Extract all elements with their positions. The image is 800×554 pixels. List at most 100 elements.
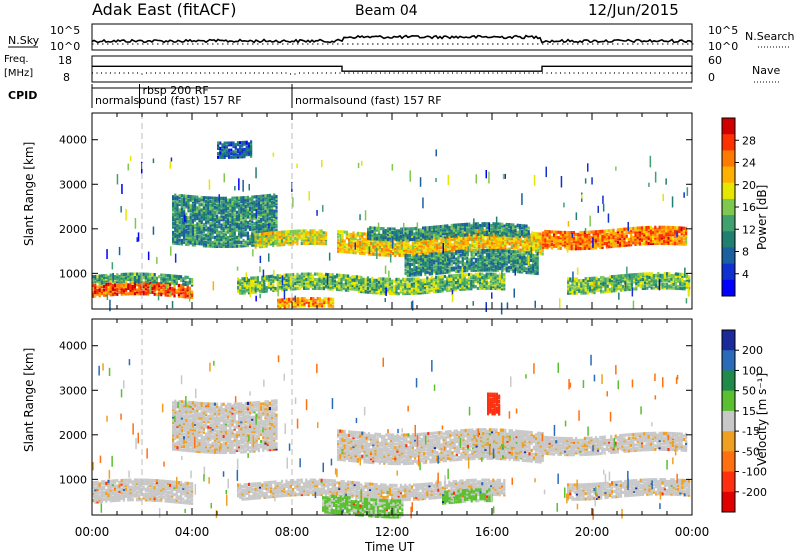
power-cell — [235, 210, 238, 214]
power-cell — [189, 236, 192, 240]
power-cell — [495, 237, 498, 242]
power-cell — [336, 282, 339, 286]
power-cell — [501, 287, 504, 291]
power-cell — [198, 199, 201, 203]
power-cell — [446, 283, 449, 287]
power-cell — [147, 283, 150, 287]
power-cell — [287, 276, 290, 281]
power-cell — [322, 274, 325, 278]
power-cell — [268, 201, 271, 205]
power-cell — [183, 235, 186, 239]
power-cell — [213, 201, 216, 206]
power-cell — [303, 304, 306, 308]
power-cell — [260, 214, 263, 218]
power-cell — [663, 236, 666, 240]
power-cell — [626, 284, 629, 288]
power-cell — [441, 228, 444, 232]
power-cell — [359, 237, 362, 241]
power-cell — [202, 237, 205, 241]
power-cell — [471, 239, 474, 243]
power-cell — [418, 244, 421, 248]
power-cell — [271, 204, 274, 208]
power-cell — [603, 229, 606, 233]
power-cell — [464, 236, 467, 240]
power-cell — [187, 226, 190, 231]
power-cell — [527, 235, 530, 239]
power-cell — [243, 291, 246, 295]
power-cell — [567, 277, 570, 281]
power-cell — [383, 249, 386, 254]
power-cell — [176, 208, 179, 212]
power-cell — [325, 278, 328, 282]
power-cell — [366, 276, 369, 280]
power-cell — [178, 231, 181, 235]
power-cell — [568, 234, 571, 238]
power-cell — [296, 274, 299, 278]
power-cell — [235, 205, 238, 209]
power-cell — [211, 219, 214, 223]
power-cell — [544, 238, 547, 242]
power-cell — [463, 228, 466, 232]
power-cell — [222, 212, 225, 216]
power-cell — [251, 215, 254, 219]
power-cell — [182, 284, 185, 288]
power-cell — [645, 233, 648, 237]
power-cell — [474, 274, 477, 278]
power-cell — [318, 285, 321, 289]
power-cell — [320, 279, 323, 283]
power-cell — [331, 276, 334, 280]
power-cell — [459, 282, 462, 286]
power-cell — [310, 300, 313, 304]
power-cell — [109, 275, 112, 279]
power-cell — [272, 285, 275, 289]
power-cell — [600, 283, 603, 287]
power-cell — [393, 227, 396, 231]
power-cell — [365, 239, 368, 243]
power-cell — [579, 243, 582, 247]
power-cell — [196, 209, 199, 214]
power-cell — [276, 276, 279, 280]
power-cell — [262, 226, 265, 230]
power-cell — [360, 279, 363, 283]
power-cell — [288, 301, 291, 305]
power-cell — [667, 232, 670, 237]
power-cell — [278, 232, 281, 236]
power-cell — [240, 212, 243, 216]
power-cell — [231, 202, 234, 206]
power-cell — [417, 282, 420, 286]
power-cell — [621, 233, 624, 237]
power-cell — [577, 247, 580, 251]
power-cell — [468, 224, 471, 228]
power-cell — [211, 216, 214, 220]
power-cell — [378, 244, 381, 248]
power-cell — [446, 226, 449, 230]
power-cell — [443, 287, 446, 291]
power-cell — [362, 279, 365, 283]
power-cell — [537, 244, 540, 248]
power-cell — [369, 233, 372, 237]
power-cell — [331, 275, 334, 279]
power-cell — [422, 226, 425, 230]
power-cell — [260, 230, 263, 234]
power-cell — [248, 280, 251, 284]
power-cell — [277, 305, 280, 309]
power-cell — [316, 234, 319, 238]
power-cell — [299, 297, 302, 301]
power-cell — [272, 276, 275, 280]
power-cell — [604, 279, 607, 283]
power-cell — [582, 284, 585, 288]
power-cell — [503, 280, 506, 284]
power-cell — [425, 249, 428, 253]
power-cell — [264, 215, 267, 219]
power-cell — [307, 277, 310, 281]
power-cell — [590, 237, 593, 241]
power-cell — [202, 217, 205, 221]
power-cell — [671, 226, 674, 230]
power-cell — [408, 288, 411, 292]
power-cell — [283, 305, 286, 309]
power-cell — [490, 285, 493, 289]
power-cell — [469, 236, 472, 240]
power-cell — [496, 225, 499, 230]
power-cell — [235, 216, 238, 220]
power-cell — [575, 291, 578, 295]
